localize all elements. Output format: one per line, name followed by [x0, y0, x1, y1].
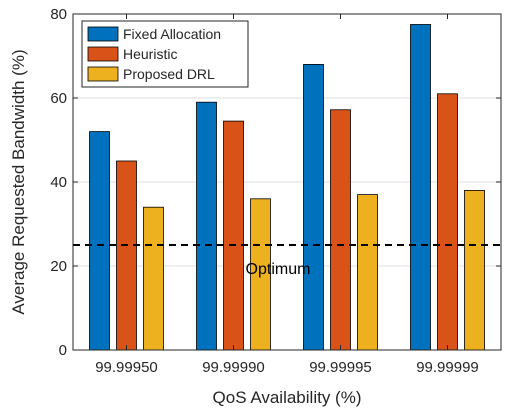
y-tick-label-40: 40	[50, 174, 67, 191]
x-tick-label-99.99950: 99.99950	[95, 359, 158, 376]
bar-proposed-drl-99.99995	[357, 194, 378, 351]
bar-heuristic-99.99995	[330, 109, 351, 351]
legend-swatch-heuristic	[87, 46, 119, 62]
axis-ticks: 0 20 40 60 80 99.99950 99.99990 99.99995 99.9999…	[50, 6, 501, 376]
bar-proposed-drl-99.99950	[143, 206, 164, 351]
bar-heuristic-99.99990	[223, 120, 244, 351]
y-axis-title: Average Requested Bandwidth (%)	[9, 49, 28, 314]
y-tick-label-80: 80	[50, 6, 67, 23]
y-tick-label-60: 60	[50, 90, 67, 107]
bar-fixed-allocation-99.99950	[89, 131, 110, 351]
legend-label-proposed-drl: Proposed DRL	[123, 66, 215, 82]
legend: Fixed Allocation Heuristic Proposed DRL	[81, 20, 249, 88]
bar-fixed-allocation-99.99995	[303, 64, 324, 351]
legend-label-fixed-allocation: Fixed Allocation	[123, 26, 221, 42]
x-tick-label-99.99995: 99.99995	[309, 359, 372, 376]
bar-heuristic-99.99950	[116, 160, 137, 351]
legend-swatch-fixed-allocation	[87, 26, 119, 42]
x-tick-label-99.99990: 99.99990	[202, 359, 265, 376]
optimum-label: Optimum	[246, 261, 311, 278]
bar-fixed-allocation-99.99999	[410, 24, 431, 351]
x-tick-label-99.99999: 99.99999	[416, 359, 479, 376]
bar-heuristic-99.99999	[437, 93, 458, 351]
x-axis-title: QoS Availability (%)	[213, 388, 362, 407]
legend-swatch-proposed-drl	[87, 66, 119, 82]
bars	[89, 24, 485, 351]
bar-fixed-allocation-99.99990	[196, 101, 217, 351]
grid-lines	[73, 97, 501, 267]
bar-proposed-drl-99.99999	[464, 189, 485, 351]
reference-line-group: Optimum	[73, 244, 501, 278]
y-tick-label-20: 20	[50, 258, 67, 275]
legend-label-heuristic: Heuristic	[123, 46, 177, 62]
y-tick-label-0: 0	[59, 342, 67, 359]
